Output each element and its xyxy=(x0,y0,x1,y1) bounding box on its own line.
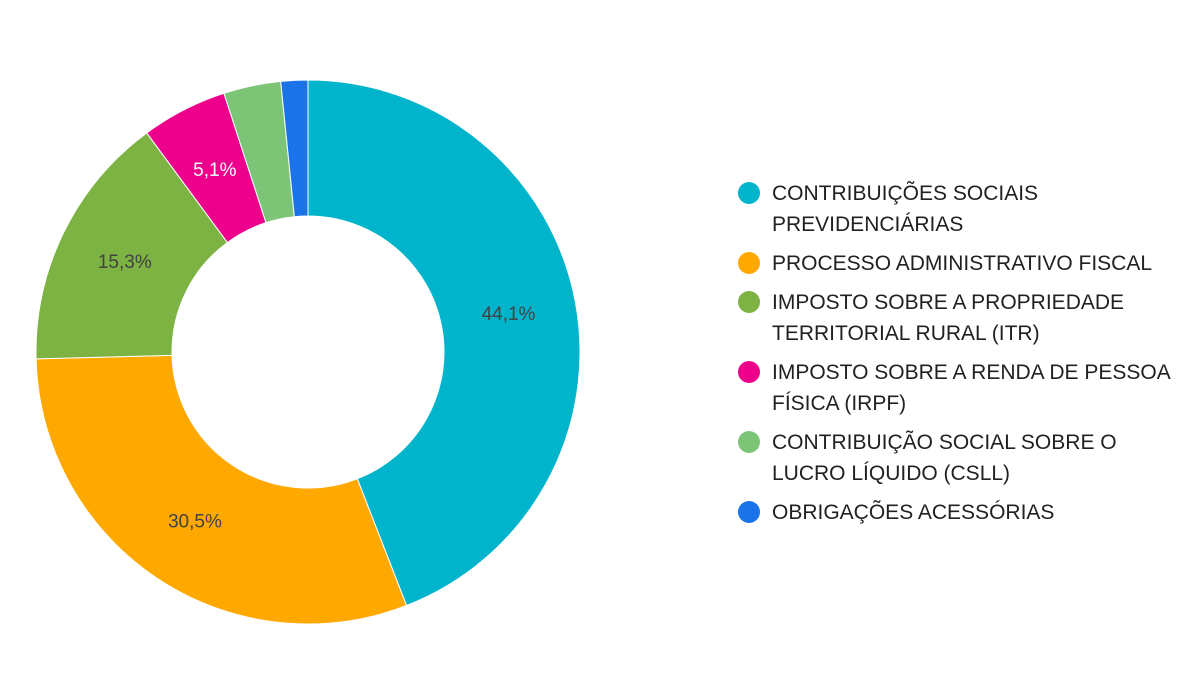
donut-slice xyxy=(35,354,408,625)
legend-label: IMPOSTO SOBRE A RENDA DE PESSOA FÍSICA (… xyxy=(772,361,1170,415)
legend-item: IMPOSTO SOBRE A RENDA DE PESSOA FÍSICA (… xyxy=(738,357,1182,419)
legend-swatch xyxy=(738,182,760,204)
legend-swatch xyxy=(738,361,760,383)
legend-item: IMPOSTO SOBRE A PROPRIEDADE TERRITORIAL … xyxy=(738,287,1182,349)
legend-label: PROCESSO ADMINISTRATIVO FISCAL xyxy=(772,252,1153,275)
legend-swatch xyxy=(738,291,760,313)
donut-slice xyxy=(307,79,581,607)
legend-item: OBRIGAÇÕES ACESSÓRIAS xyxy=(738,497,1182,528)
legend: CONTRIBUIÇÕES SOCIAIS PREVIDENCIÁRIAS PR… xyxy=(738,178,1182,536)
slice-data-label: 5,1% xyxy=(193,160,236,181)
legend-label: CONTRIBUIÇÕES SOCIAIS PREVIDENCIÁRIAS xyxy=(772,182,1039,236)
donut-slice xyxy=(280,79,309,218)
slice-data-label: 30,5% xyxy=(168,511,222,532)
slice-data-label: 15,3% xyxy=(98,252,152,273)
legend-swatch xyxy=(738,252,760,274)
legend-item: CONTRIBUIÇÕES SOCIAIS PREVIDENCIÁRIAS xyxy=(738,178,1182,240)
legend-swatch xyxy=(738,501,760,523)
slices-group xyxy=(35,79,581,625)
legend-label: IMPOSTO SOBRE A PROPRIEDADE TERRITORIAL … xyxy=(772,291,1125,345)
legend-swatch xyxy=(738,431,760,453)
slice-data-label: 44,1% xyxy=(482,304,536,325)
donut-slice xyxy=(35,132,229,360)
slice-labels-group: 44,1% 30,5% 15,3% 5,1% xyxy=(98,160,536,532)
legend-label: CONTRIBUIÇÃO SOCIAL SOBRE O LUCRO LÍQUID… xyxy=(772,431,1117,485)
legend-label: OBRIGAÇÕES ACESSÓRIAS xyxy=(772,501,1055,524)
donut-chart: 44,1% 30,5% 15,3% 5,1% xyxy=(35,79,581,625)
legend-item: PROCESSO ADMINISTRATIVO FISCAL xyxy=(738,248,1182,279)
legend-item: CONTRIBUIÇÃO SOCIAL SOBRE O LUCRO LÍQUID… xyxy=(738,427,1182,489)
